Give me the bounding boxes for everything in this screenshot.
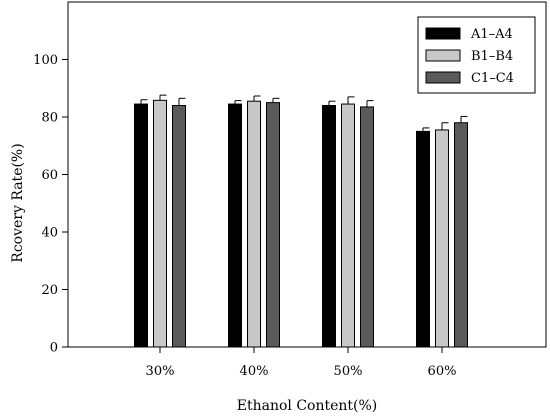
bar [172,105,186,348]
bar [322,105,336,348]
bar [266,102,280,348]
x-tick-label: 60% [428,364,457,379]
y-tick-label: 80 [41,111,58,126]
y-tick-label: 40 [41,226,58,241]
y-tick-label: 0 [50,341,58,356]
legend-swatch [425,71,461,84]
axes: 0 20 40 60 80 100 30% 40% 50% 60% [33,1,547,379]
x-tick-label: 30% [146,364,175,379]
x-tick-label: 40% [240,364,269,379]
x-axis-title: Ethanol Content(%) [237,398,378,414]
bar [416,130,430,348]
bar [153,99,167,348]
y-tick-label: 20 [41,283,58,298]
x-tick-label: 50% [334,364,363,379]
bar [454,122,468,348]
bar [134,103,148,348]
legend: A1–A4 B1–B4 C1–C4 [417,16,536,94]
legend-swatch [425,49,461,62]
bar [228,103,242,348]
bar [341,103,355,348]
y-axis-title: Rcovery Rate(%) [10,143,26,262]
bars [134,94,468,348]
legend-swatch [425,27,461,40]
bar [247,100,261,348]
bar [360,106,374,348]
y-tick-label: 100 [33,53,58,68]
legend-label: B1–B4 [471,49,513,64]
y-tick-label: 60 [41,168,58,183]
bar [435,129,449,348]
legend-label: C1–C4 [471,71,514,86]
legend-label: A1–A4 [470,27,513,42]
